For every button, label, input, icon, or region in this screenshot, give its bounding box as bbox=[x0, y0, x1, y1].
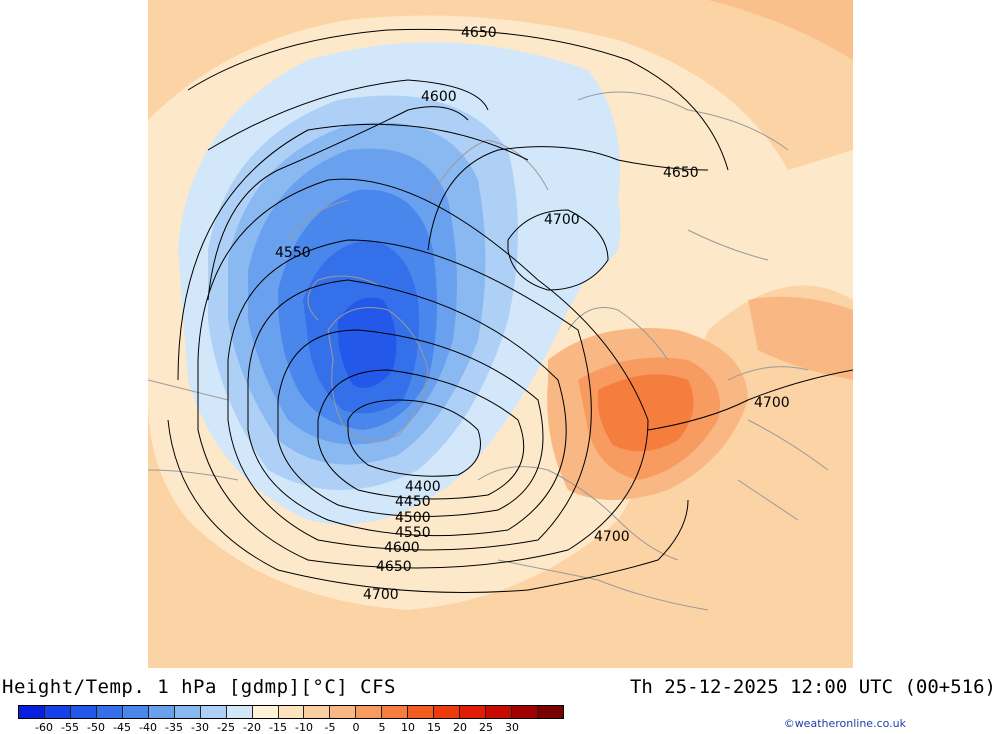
legend-swatch bbox=[226, 706, 253, 718]
legend-swatch bbox=[252, 706, 279, 718]
legend-tick-label: 15 bbox=[427, 721, 441, 734]
contour-label: 4400 bbox=[405, 479, 441, 495]
contour-label: 4700 bbox=[363, 587, 399, 603]
legend-swatch bbox=[148, 706, 175, 718]
color-legend bbox=[18, 705, 564, 719]
legend-swatch bbox=[70, 706, 97, 718]
contour-label: 4700 bbox=[594, 529, 630, 545]
legend-swatch bbox=[512, 706, 539, 718]
legend-tick-label: 5 bbox=[378, 721, 386, 734]
contour-label: 4600 bbox=[384, 540, 420, 556]
legend-swatch bbox=[304, 706, 331, 718]
legend-swatch bbox=[19, 706, 45, 718]
temperature-fill bbox=[148, 0, 853, 610]
legend-tick-label: 25 bbox=[479, 721, 493, 734]
legend-tick-label: 0 bbox=[352, 721, 360, 734]
legend-tick-label: -45 bbox=[113, 721, 131, 734]
legend-swatch bbox=[174, 706, 201, 718]
legend-swatch bbox=[330, 706, 357, 718]
legend-swatch bbox=[44, 706, 71, 718]
credit-link[interactable]: ©weatheronline.co.uk bbox=[783, 717, 906, 730]
height-contours bbox=[167, 28, 853, 593]
contour-labels: 4650 4600 4650 4700 4550 4400 4450 4500 … bbox=[275, 25, 790, 603]
legend-tick-label: 20 bbox=[453, 721, 467, 734]
legend-tick-label: -20 bbox=[243, 721, 261, 734]
legend-swatch bbox=[122, 706, 149, 718]
legend-swatch bbox=[382, 706, 409, 718]
legend-swatch bbox=[96, 706, 123, 718]
contour-label: 4500 bbox=[395, 510, 431, 526]
coastlines bbox=[148, 91, 829, 611]
legend-tick-label: -55 bbox=[61, 721, 79, 734]
legend-swatch bbox=[356, 706, 383, 718]
legend-swatch bbox=[486, 706, 513, 718]
legend-swatch bbox=[278, 706, 305, 718]
contour-label: 4700 bbox=[544, 212, 580, 228]
contour-label: 4550 bbox=[395, 525, 431, 541]
legend-swatch bbox=[200, 706, 227, 718]
legend-tick-label: -30 bbox=[191, 721, 209, 734]
map-title: Height/Temp. 1 hPa [gdmp][°C] CFS bbox=[2, 676, 396, 698]
legend-swatch bbox=[460, 706, 487, 718]
legend-tick-label: -10 bbox=[295, 721, 313, 734]
contour-label: 4600 bbox=[421, 89, 457, 105]
weather-map: 4650 4600 4650 4700 4550 4400 4450 4500 … bbox=[148, 0, 853, 668]
contour-label: 4700 bbox=[754, 395, 790, 411]
legend-swatch bbox=[434, 706, 461, 718]
legend-tick-label: -25 bbox=[217, 721, 235, 734]
legend-tick-label: -50 bbox=[87, 721, 105, 734]
legend-ticks: -60 -55 -50 -45 -40 -35 -30 -25 -20 -15 -10 -5 0 5 10 1… bbox=[18, 721, 564, 734]
legend-tick-label: -15 bbox=[269, 721, 287, 734]
legend-tick-label: 30 bbox=[505, 721, 519, 734]
legend-tick-label: -5 bbox=[324, 721, 336, 734]
contour-label: 4650 bbox=[376, 559, 412, 575]
contour-label: 4650 bbox=[663, 165, 699, 181]
contour-label: 4550 bbox=[275, 245, 311, 261]
valid-time: Th 25-12-2025 12:00 UTC (00+516) bbox=[629, 676, 996, 698]
contour-label: 4450 bbox=[395, 494, 431, 510]
contour-label: 4650 bbox=[461, 25, 497, 41]
legend-swatch bbox=[408, 706, 435, 718]
legend-swatch bbox=[538, 706, 564, 718]
legend-tick-label: 10 bbox=[401, 721, 415, 734]
legend-tick-label: -60 bbox=[35, 721, 53, 734]
legend-tick-label: -35 bbox=[165, 721, 183, 734]
legend-tick-label: -40 bbox=[139, 721, 157, 734]
